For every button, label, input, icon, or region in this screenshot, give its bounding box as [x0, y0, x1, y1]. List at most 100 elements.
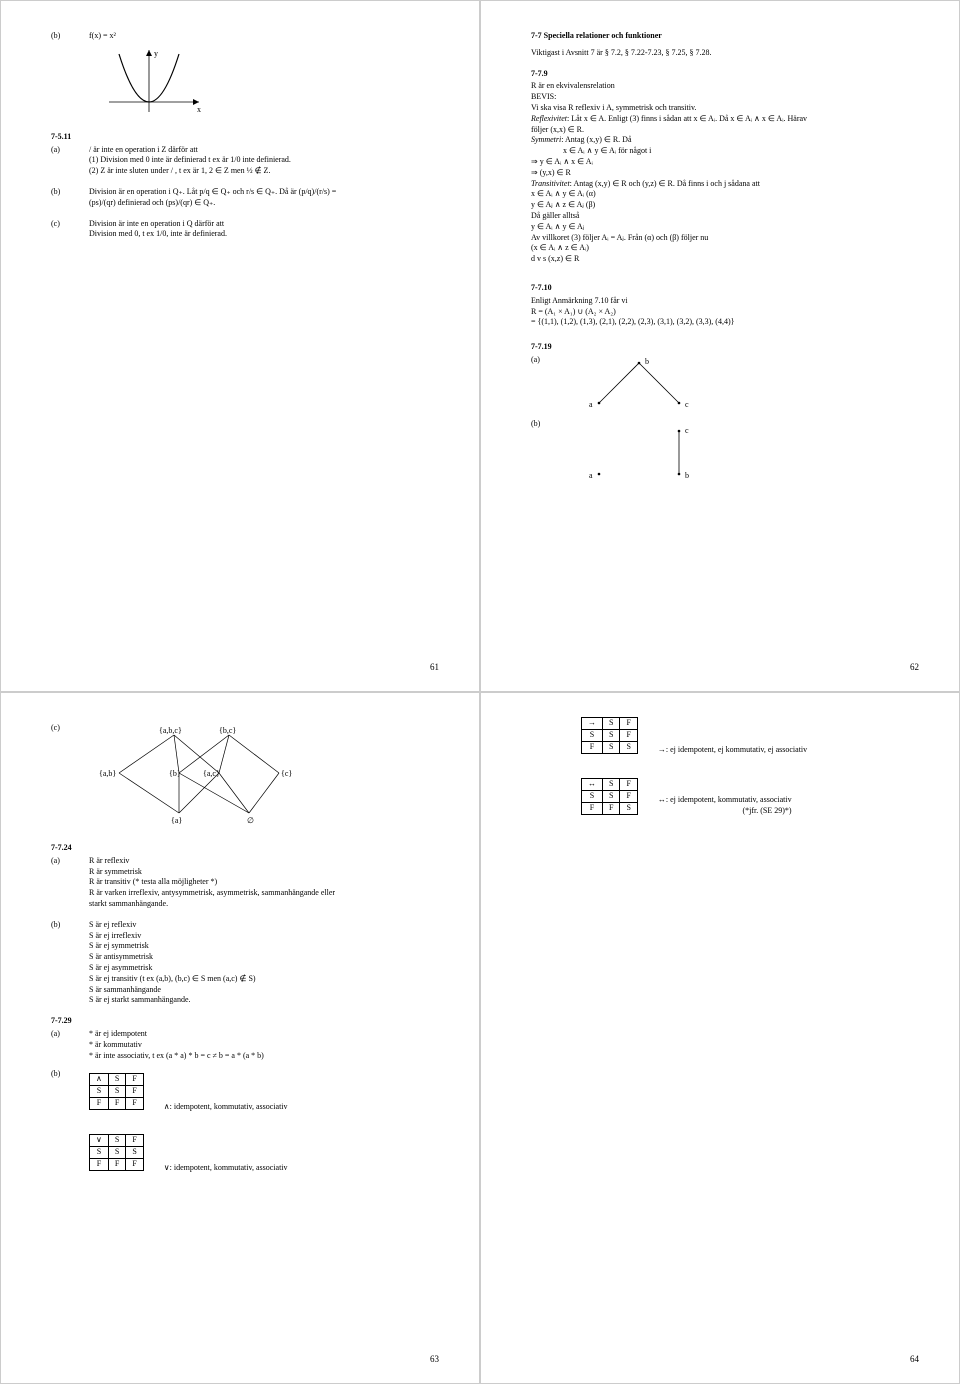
label-c: (c) [51, 723, 75, 833]
line: Division är inte en operation i Q därför… [89, 219, 439, 230]
line: d v s (x,z) ∈ R [531, 254, 919, 265]
line: S är ej transitiv (t ex (a,b), (b,c) ∈ S… [89, 974, 439, 985]
line: * är ej idempotent [89, 1029, 439, 1040]
and-text: ∧: idempotent, kommutativ, associativ [164, 1102, 288, 1115]
page-number: 62 [910, 661, 919, 673]
line: Division med 0, t ex 1/0, inte är defini… [89, 229, 439, 240]
line: Av villkoret (3) följer Aᵢ = Aⱼ. Från (α… [531, 233, 919, 244]
page-62: 7-7 Speciella relationer och funktioner … [480, 0, 960, 692]
svg-text:{a,b}: {a,b} [99, 769, 116, 778]
line: S är sammanhängande [89, 985, 439, 996]
page-number: 63 [430, 1353, 439, 1365]
line: x ∈ Aᵢ ∧ y ∈ Aᵢ för något i [563, 146, 919, 157]
iff-ref: (*jfr. (SE 29)*) [658, 806, 792, 817]
line: Division är en operation i Q₊. Låt p/q ∈… [89, 187, 439, 198]
svg-text:x: x [197, 105, 201, 114]
parabola-figure: y x [89, 42, 209, 122]
line: R är transitiv (* testa alla möjligheter… [89, 877, 439, 888]
line: = {(1,1), (1,2), (1,3), (2,1), (2,2), (2… [531, 317, 919, 328]
or-text: ∨: idempotent, kommutativ, associativ [164, 1163, 288, 1176]
line: (1) Division med 0 inte är definierad t … [89, 155, 439, 166]
truth-table-or: ∨SF SSS FFF [89, 1134, 144, 1171]
line: / är inte en operation i Z därför att [89, 145, 439, 156]
label-b: (b) [51, 31, 75, 122]
label-b: (b) [51, 920, 75, 1006]
section-title: 7-7 Speciella relationer och funktioner [531, 31, 919, 42]
line: ⇒ y ∈ Aᵢ ∧ x ∈ Aᵢ [531, 157, 919, 168]
sec-7-7-29: 7-7.29 [51, 1016, 439, 1027]
line: R är en ekvivalensrelation [531, 81, 919, 92]
line: R är reflexiv [89, 856, 439, 867]
sec-7-5-11: 7-5.11 [51, 132, 439, 143]
truth-table-implies: →SF SSF FSS [581, 717, 638, 754]
line: R är varken irreflexiv, antysymmetrisk, … [89, 888, 439, 899]
sec-7-7-19: 7-7.19 [531, 342, 919, 353]
line: S är ej reflexiv [89, 920, 439, 931]
line: R = (A₁ × A₁) ∪ (A₂ × A₂) [531, 307, 919, 318]
label-a: (a) [531, 355, 555, 415]
line: Transitivitet: Antag (x,y) ∈ R och (y,z)… [531, 179, 919, 190]
sec-7-7-24: 7-7.24 [51, 843, 439, 854]
line: S är antisymmetrisk [89, 952, 439, 963]
fig-7-7-19-a: b a c [569, 355, 709, 415]
svg-text:{a,b,c}: {a,b,c} [159, 726, 182, 735]
svg-text:∅: ∅ [247, 816, 254, 825]
svg-text:{b,c}: {b,c} [219, 726, 236, 735]
intro: Viktigast i Avsnitt 7 är § 7.2, § 7.22-7… [531, 48, 919, 59]
line: (x ∈ Aᵢ ∧ z ∈ Aᵢ) [531, 243, 919, 254]
fig-7-7-19-b: a b c [569, 419, 729, 489]
line: Reflexivitet: Låt x ∈ A. Enligt (3) finn… [531, 114, 919, 125]
sec-7-7-10: 7-7.10 [531, 283, 919, 294]
hasse-diagram: {a,b,c} {b,c} {a,b} {b} {a,c} {c} {a} ∅ [89, 723, 309, 833]
svg-text:{a,c}: {a,c} [203, 769, 220, 778]
line: y ∈ Aⱼ ∧ z ∈ Aⱼ (β) [531, 200, 919, 211]
line: Då gäller alltså [531, 211, 919, 222]
line: Vi ska visa R reflexiv i A, symmetrisk o… [531, 103, 919, 114]
label-b2: (b) [51, 187, 75, 209]
sec-7-7-9: 7-7.9 [531, 69, 919, 80]
page-61: (b) f(x) = x² y x 7-5.11 (a) / är inte e… [0, 0, 480, 692]
iff-text: ↔: ej idempotent, kommutativ, associativ [658, 795, 792, 806]
page-64: →SF SSF FSS →: ej idempotent, ej kommuta… [480, 692, 960, 1384]
line: Symmetri: Antag (x,y) ∈ R. Då [531, 135, 919, 146]
svg-text:c: c [685, 426, 689, 435]
svg-text:y: y [154, 49, 158, 58]
svg-text:{b}: {b} [169, 769, 181, 778]
line: R är symmetrisk [89, 867, 439, 878]
line: (2) Z är inte sluten under / , t ex är 1… [89, 166, 439, 177]
line: S är ej irreflexiv [89, 931, 439, 942]
line: * är kommutativ [89, 1040, 439, 1051]
line: ⇒ (y,x) ∈ R [531, 168, 919, 179]
svg-text:{a}: {a} [171, 816, 182, 825]
line: Enligt Anmärkning 7.10 får vi [531, 296, 919, 307]
truth-table-iff: ↔SF SSF FFS [581, 778, 638, 815]
fx-text: f(x) = x² [89, 31, 116, 40]
line: S är ej symmetrisk [89, 941, 439, 952]
line: S är ej asymmetrisk [89, 963, 439, 974]
svg-text:{c}: {c} [281, 769, 292, 778]
line: x ∈ Aᵢ ∧ y ∈ Aᵢ (α) [531, 189, 919, 200]
label-b: (b) [531, 419, 555, 489]
label-a: (a) [51, 145, 75, 177]
svg-text:b: b [645, 357, 649, 366]
label-a: (a) [51, 856, 75, 910]
line: BEVIS: [531, 92, 919, 103]
line: starkt sammanhängande. [89, 899, 439, 910]
line: * är inte associativ, t ex (a * a) * b =… [89, 1051, 439, 1062]
line: y ∈ Aᵢ ∧ y ∈ Aⱼ [531, 222, 919, 233]
truth-table-and: ∧SF SSF FFF [89, 1073, 144, 1110]
svg-text:a: a [589, 471, 593, 480]
svg-text:b: b [685, 471, 689, 480]
page-number: 64 [910, 1353, 919, 1365]
label-b: (b) [51, 1069, 75, 1191]
label-a: (a) [51, 1029, 75, 1061]
svg-text:c: c [685, 400, 689, 409]
line: (ps)/(qr) definierad och (ps)/(qr) ∈ Q₊. [89, 198, 439, 209]
imp-text: →: ej idempotent, ej kommutativ, ej asso… [658, 745, 807, 758]
page-63: (c) {a,b,c} {b,c} {a,b [0, 692, 480, 1384]
page-number: 61 [430, 661, 439, 673]
svg-text:a: a [589, 400, 593, 409]
line: S är ej starkt sammanhängande. [89, 995, 439, 1006]
line: följer (x,x) ∈ R. [531, 125, 919, 136]
label-c: (c) [51, 219, 75, 241]
